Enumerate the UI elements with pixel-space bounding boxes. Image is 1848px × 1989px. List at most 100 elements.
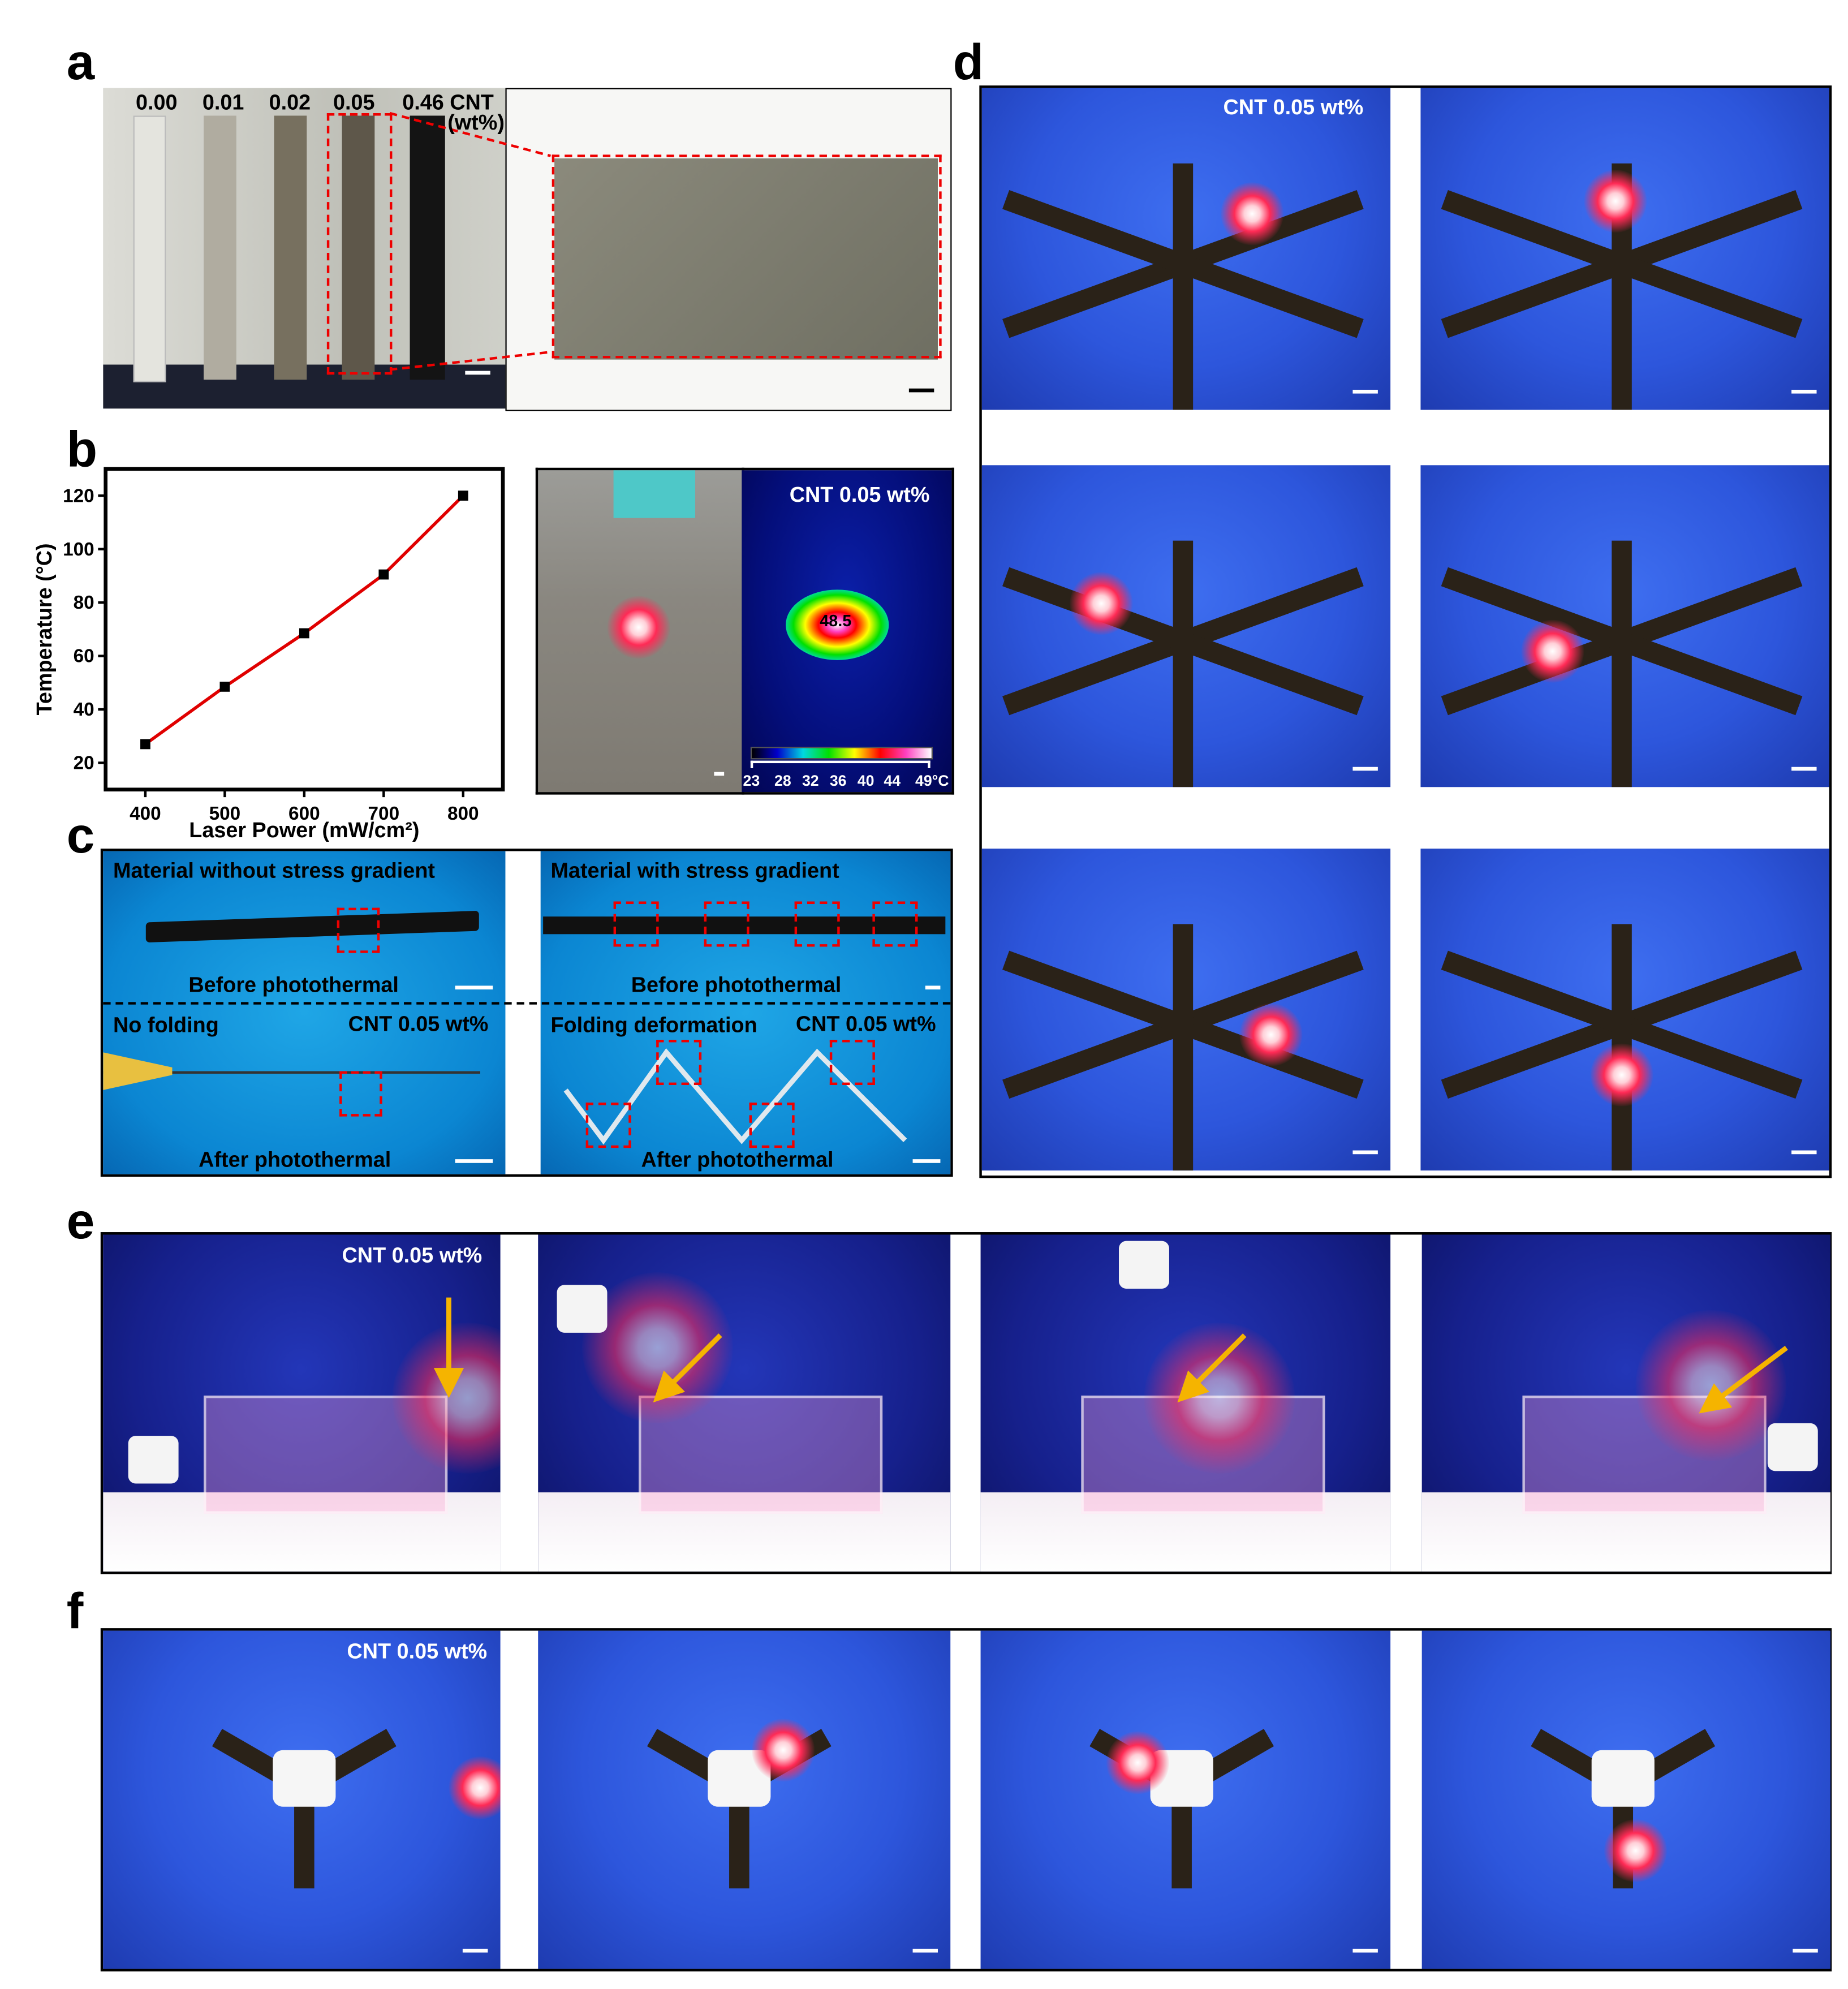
- gripper-arm: [1612, 264, 1632, 410]
- gripper-photo: [981, 849, 1391, 1171]
- table-surface: [1421, 1492, 1830, 1572]
- gripper-arm: [1179, 631, 1364, 716]
- with-gradient-photo: [540, 851, 951, 1174]
- x-tick-label: 600: [288, 803, 320, 824]
- gripper-arm: [1441, 950, 1626, 1035]
- panel-label-a: a: [66, 35, 95, 91]
- gripper-arm: [1173, 540, 1194, 642]
- arrow-icon: [1699, 1345, 1788, 1414]
- c-right-bottom-cnt: CNT 0.05 wt%: [795, 1012, 936, 1036]
- c-left-bottom-cnt: CNT 0.05 wt%: [348, 1012, 489, 1036]
- scale-bar: [1791, 1150, 1817, 1155]
- gripper-arm: [1173, 264, 1194, 410]
- conc-label: 0.02: [269, 91, 311, 115]
- f-cnt-label: CNT 0.05 wt%: [347, 1639, 488, 1664]
- table-surface: [103, 1492, 501, 1572]
- y-tick-label: 100: [63, 539, 94, 560]
- gripper-arm: [1618, 631, 1803, 716]
- scale-bar: [1793, 1948, 1818, 1953]
- lifting-photo: [538, 1234, 951, 1572]
- gripper-arm: [1179, 567, 1364, 651]
- y-tick-label: 20: [74, 753, 94, 774]
- spot-temperature: 48.5: [820, 611, 852, 630]
- scale-bar: [462, 1948, 488, 1953]
- crawler-photo: [103, 1630, 501, 1969]
- conc-label: 0.01: [202, 91, 244, 115]
- laser-spot: [1106, 1731, 1169, 1794]
- scale-bar: [1791, 767, 1817, 771]
- x-tick-label: 500: [209, 803, 241, 824]
- data-point: [299, 628, 309, 639]
- c-left-bottom: No folding: [113, 1013, 219, 1037]
- panel-label-d: d: [953, 35, 984, 91]
- e-cnt-label: CNT 0.05 wt%: [342, 1243, 483, 1268]
- gripper-arm: [1618, 950, 1803, 1035]
- laser-spot: [1239, 1003, 1303, 1066]
- c-before-right: Before photothermal: [631, 973, 842, 997]
- gripper-arm: [1618, 567, 1803, 651]
- crawler-photo: [980, 1630, 1391, 1969]
- x-tick-label: 400: [130, 803, 161, 824]
- colorbar-tick: 44: [884, 772, 901, 790]
- lifting-photo: [980, 1234, 1391, 1572]
- gripper-arm: [1441, 255, 1626, 338]
- laser-spot: [1584, 170, 1647, 233]
- gripper-arm: [1179, 255, 1364, 338]
- scale-bar: [1352, 1948, 1378, 1953]
- cargo-block: [273, 1750, 336, 1807]
- arrow-icon: [1177, 1333, 1247, 1403]
- data-point: [140, 739, 150, 750]
- gripper-arm: [1002, 1015, 1187, 1099]
- x-tick-label: 800: [447, 803, 479, 824]
- laser-spot: [1070, 572, 1133, 635]
- no-gradient-photo: [103, 851, 506, 1174]
- conc-label: 0.46 CNT: [402, 91, 494, 115]
- cargo-block: [1591, 1750, 1655, 1807]
- c-after-left: After photothermal: [199, 1148, 391, 1172]
- c-after-right: After photothermal: [641, 1148, 834, 1172]
- gripper-arm: [1002, 631, 1187, 716]
- gripper-arm: [1002, 190, 1187, 274]
- laser-glow: [1144, 1323, 1295, 1474]
- panel-a-photo-strips: [103, 88, 506, 409]
- laser-spot: [1604, 1819, 1668, 1883]
- gripper-photo: [1420, 849, 1829, 1171]
- zoom-lines: [389, 111, 552, 371]
- gripper-photo: [981, 88, 1391, 410]
- y-tick-label: 120: [63, 485, 94, 506]
- scale-bar: [1352, 389, 1378, 394]
- gripper-photo: [1420, 465, 1829, 787]
- table-surface: [980, 1492, 1391, 1572]
- lifting-photo: [1421, 1234, 1830, 1572]
- colorbar-tick: 40: [857, 772, 875, 790]
- gripper-arm: [1612, 924, 1632, 1025]
- thermal-image: CNT 0.05 wt% 48.5 23 28 32 36 40 44 49°C: [742, 467, 954, 795]
- laser-spot: [1590, 1043, 1653, 1107]
- panel-label-e: e: [66, 1194, 95, 1250]
- laser-spot: [752, 1719, 815, 1782]
- gripper-arm: [1173, 924, 1194, 1025]
- laser-spot: [449, 1756, 501, 1819]
- lifting-photo: [103, 1234, 501, 1572]
- colorbar-tick: 36: [829, 772, 847, 790]
- cargo-block: [1119, 1241, 1169, 1289]
- gripper-arm: [1612, 641, 1632, 787]
- scale-bar: [1352, 1150, 1378, 1155]
- y-tick-label: 40: [74, 699, 94, 720]
- panel-label-c: c: [66, 808, 95, 864]
- c-right-top: Material with stress gradient: [550, 858, 839, 883]
- crawler-photo: [538, 1630, 951, 1969]
- panel-a-photo-film: [505, 88, 952, 411]
- colorbar-tick: 23: [743, 772, 760, 790]
- scale-bar: [912, 1948, 938, 1953]
- laser-spot: [1221, 182, 1284, 246]
- crawler-photo: [1421, 1630, 1830, 1969]
- colorbar-tick: 49°C: [915, 772, 949, 790]
- y-tick-label: 60: [74, 646, 94, 667]
- panel-label-b: b: [66, 422, 98, 478]
- arrow-icon: [433, 1297, 464, 1398]
- conc-label: 0.05: [333, 91, 375, 115]
- gripper-photo: [981, 465, 1391, 787]
- colorbar-tick: 32: [802, 772, 819, 790]
